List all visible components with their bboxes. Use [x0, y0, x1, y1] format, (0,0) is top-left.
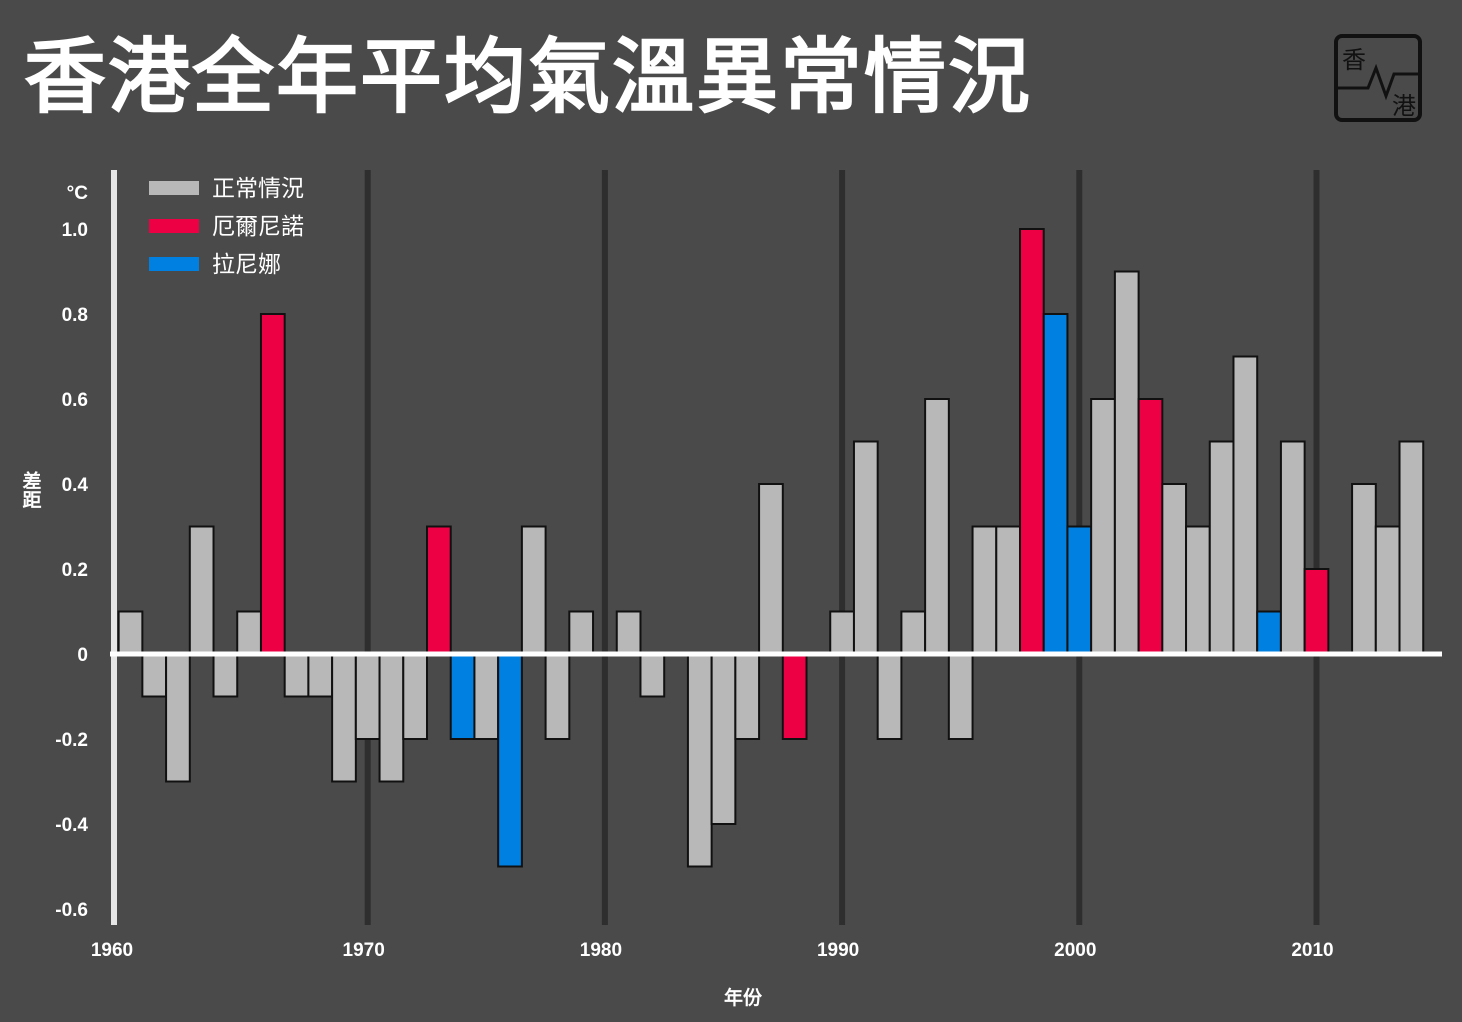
x-tick-label: 1960 — [91, 940, 133, 961]
legend-swatch-e — [149, 219, 199, 233]
y-tick-label: 0.4 — [62, 475, 89, 496]
bar-1973 — [426, 525, 452, 655]
bar-2012 — [1351, 483, 1377, 655]
bar-1990 — [829, 610, 855, 655]
legend-swatch-n — [149, 181, 199, 195]
bar-1971 — [378, 653, 405, 783]
logo-char-top: 香 — [1342, 46, 1366, 74]
chart-title: 香港全年平均氣溫異常情況 — [24, 30, 1033, 125]
y-tick-label: -0.6 — [55, 900, 88, 921]
bar-2008 — [1256, 610, 1282, 655]
bar-1996 — [971, 525, 998, 655]
hong-kong-logo: 香 港 — [1334, 34, 1422, 122]
bar-2005 — [1185, 525, 1211, 655]
bar-2013 — [1374, 525, 1401, 655]
bar-2001 — [1090, 398, 1116, 655]
bar-1993 — [900, 610, 927, 655]
bar-1960 — [117, 610, 144, 655]
bar-1991 — [852, 440, 879, 655]
y-axis-label: 差距 — [20, 470, 42, 509]
x-tick-label: 1980 — [580, 940, 622, 961]
y-unit-label: °C — [67, 183, 89, 204]
bar-1982 — [639, 653, 666, 698]
x-tick-label: 1970 — [343, 940, 385, 961]
x-tick-label: 2010 — [1291, 940, 1333, 961]
bar-2009 — [1279, 440, 1306, 655]
y-tick-label: -0.4 — [55, 815, 88, 836]
legend-label-e: 厄爾尼諾 — [212, 214, 304, 240]
bar-1961 — [141, 653, 168, 698]
x-tick-label: 1990 — [817, 940, 859, 961]
bar-1992 — [876, 653, 903, 740]
bar-1969 — [331, 653, 357, 783]
bar-1994 — [924, 398, 950, 655]
bar-1968 — [307, 653, 334, 698]
legend-label-l: 拉尼娜 — [212, 252, 281, 278]
bar-1962 — [165, 653, 191, 783]
y-tick-label: 0.8 — [62, 305, 88, 326]
bar-1967 — [283, 653, 310, 698]
bar-2004 — [1161, 483, 1188, 655]
bar-1976 — [497, 653, 523, 868]
bar-1988 — [781, 653, 808, 740]
bar-1997 — [995, 525, 1022, 655]
bar-1963 — [188, 525, 215, 655]
bar-1964 — [212, 653, 239, 698]
y-tick-label: 0 — [77, 645, 88, 666]
bar-1986 — [734, 653, 761, 740]
y-tick-label: 1.0 — [62, 220, 88, 241]
bar-1981 — [615, 610, 642, 655]
logo-pulse-icon — [1338, 63, 1418, 101]
bar-2007 — [1232, 355, 1259, 655]
legend-label-n: 正常情況 — [212, 176, 304, 202]
y-tick-label: 0.2 — [62, 560, 88, 581]
x-axis-label: 年份 — [724, 986, 763, 1009]
bar-1985 — [710, 653, 737, 825]
legend-swatch-l — [149, 257, 199, 271]
x-tick-label: 2000 — [1054, 940, 1096, 961]
logo-char-bottom: 港 — [1392, 92, 1416, 120]
bar-1972 — [402, 653, 428, 740]
bar-1998 — [1019, 228, 1045, 655]
bar-2006 — [1208, 440, 1235, 655]
bar-1975 — [473, 653, 500, 740]
bar-2014 — [1398, 440, 1425, 655]
bar-1979 — [568, 610, 595, 655]
bar-1984 — [686, 653, 713, 868]
bar-1966 — [259, 313, 286, 655]
bar-1999 — [1042, 313, 1069, 655]
bar-1977 — [520, 525, 547, 655]
bar-2010 — [1303, 568, 1330, 655]
bar-1974 — [449, 653, 476, 740]
bar-2000 — [1066, 525, 1093, 655]
bar-1978 — [544, 653, 571, 740]
y-tick-label: 0.6 — [62, 390, 88, 411]
bar-1970 — [354, 653, 381, 740]
bar-1995 — [947, 653, 974, 740]
bar-2002 — [1113, 270, 1140, 655]
bar-2003 — [1137, 398, 1164, 655]
bar-1965 — [236, 610, 262, 655]
bar-1987 — [758, 483, 784, 655]
y-tick-label: -0.2 — [55, 730, 88, 751]
